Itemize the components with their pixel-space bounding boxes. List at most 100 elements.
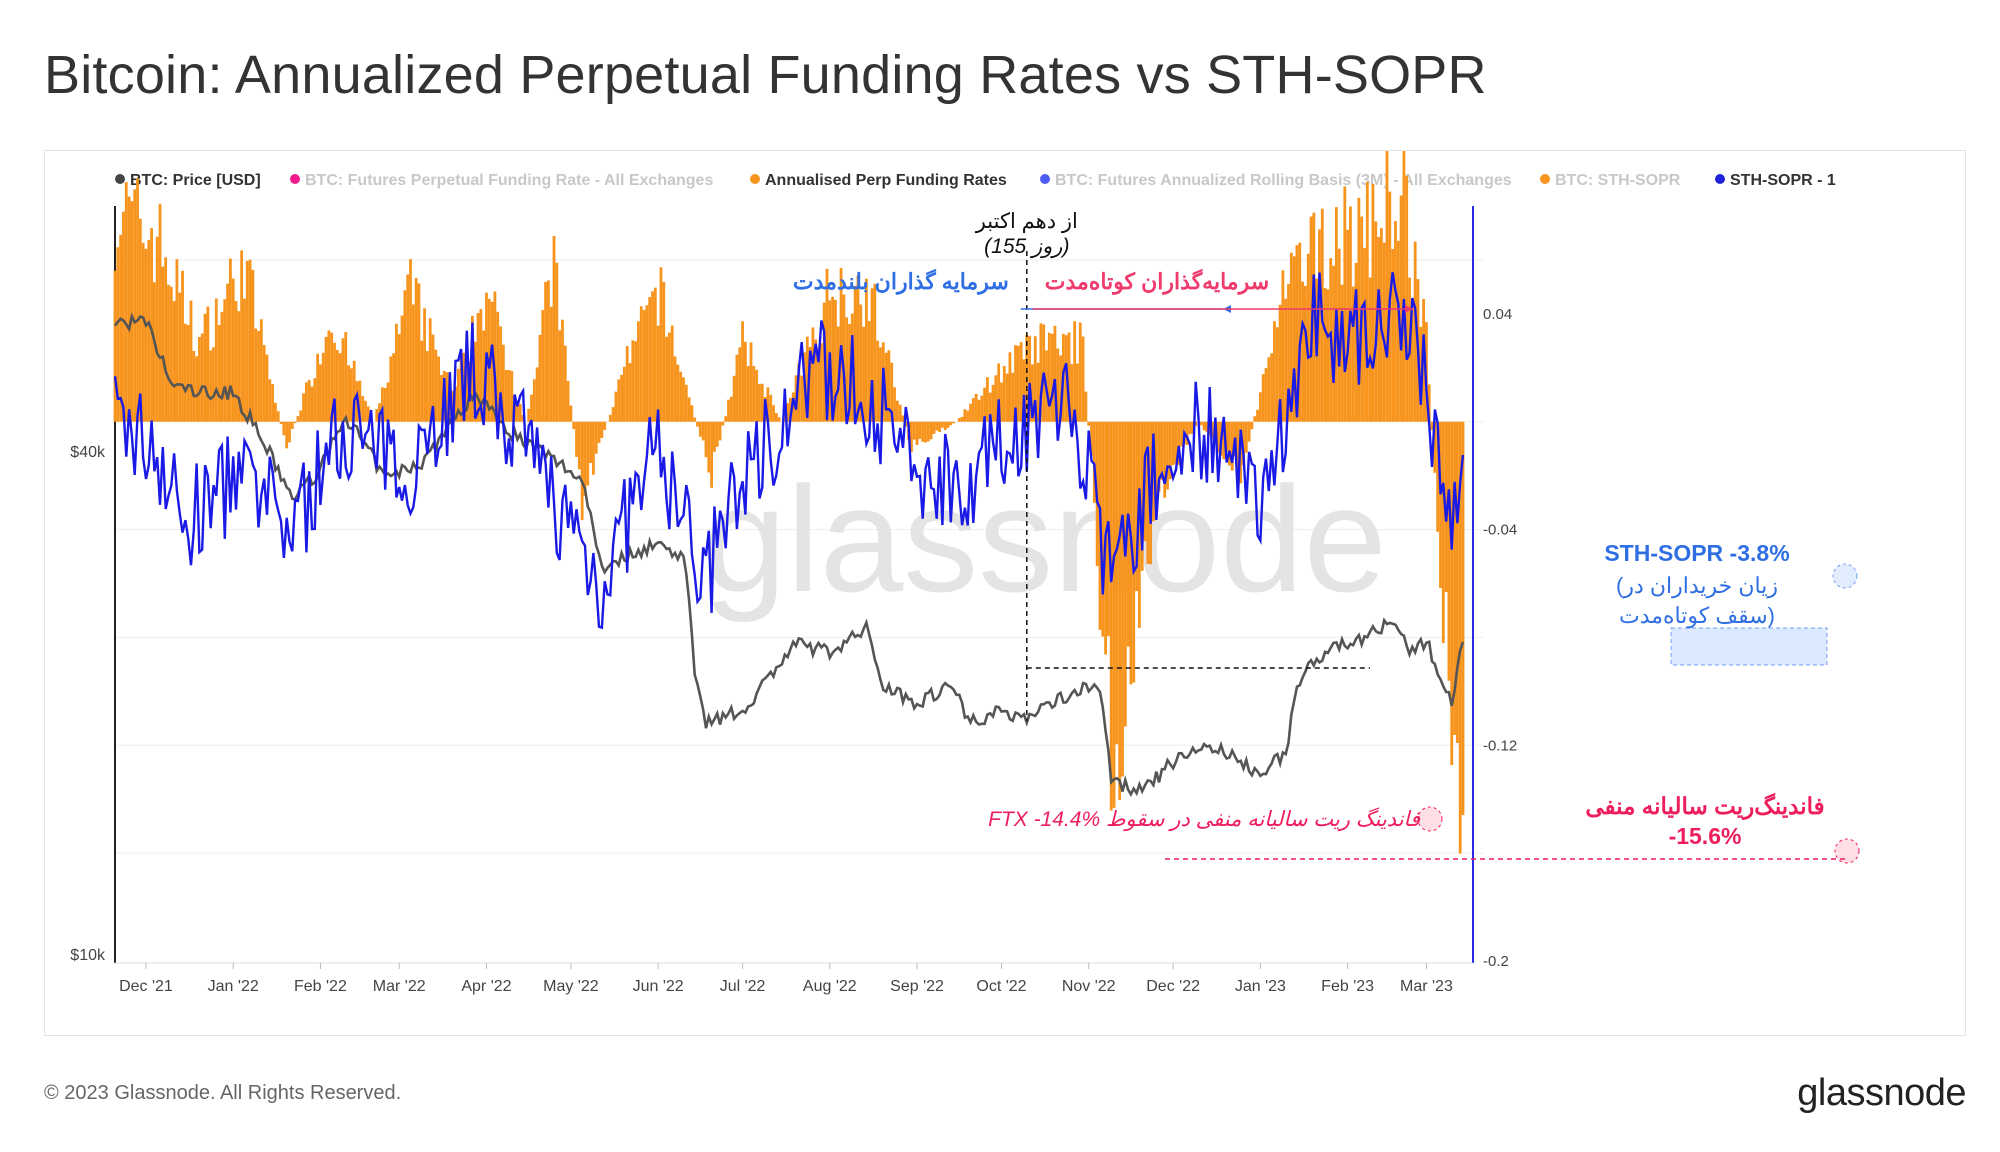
funding-bar — [876, 340, 880, 422]
funding-bar — [254, 328, 258, 422]
funding-bar — [786, 403, 789, 422]
price-line — [113, 312, 1465, 798]
funding-bar — [583, 421, 587, 496]
funding-bar — [642, 310, 646, 422]
x-tick-label: Dec '22 — [1146, 978, 1200, 995]
funding-bar — [825, 268, 829, 422]
funding-bar — [169, 286, 173, 422]
axes: $10k $40k 0.04 -0.04 -0.12 -0.2 Dec '21 Jan '22… — [70, 206, 1517, 995]
funding-bar — [1090, 421, 1093, 456]
funding-bar — [1194, 421, 1198, 426]
funding-bar — [496, 311, 500, 422]
funding-bar — [1337, 248, 1341, 422]
right-tick-label: 0.04 — [1483, 306, 1512, 323]
funding-bar — [1306, 253, 1310, 422]
funding-bar — [1430, 421, 1434, 431]
sth-highlight-box — [1670, 627, 1828, 666]
funding-bar — [949, 421, 953, 426]
funding-bar — [873, 283, 877, 422]
funding-bar — [921, 421, 925, 442]
funding-bar — [814, 339, 818, 422]
funding-bar — [994, 375, 998, 422]
funding-bar — [977, 399, 981, 422]
funding-bar — [1301, 281, 1304, 422]
funding-bar — [746, 366, 750, 422]
funding-bar — [1377, 236, 1380, 422]
funding-bar — [910, 421, 913, 452]
funding-bar — [1385, 143, 1389, 422]
funding-bar — [1247, 421, 1251, 442]
funding-bar — [1101, 421, 1105, 637]
x-tick-label: Nov '22 — [1062, 978, 1116, 995]
funding-bar — [710, 421, 714, 488]
funding-bar — [1323, 288, 1327, 422]
funding-bar — [862, 326, 865, 422]
funding-bar — [552, 235, 556, 422]
funding-bar — [898, 404, 902, 422]
funding-bar — [1016, 345, 1020, 422]
funding-bar — [1014, 345, 1017, 422]
x-tick-label: Jan '23 — [1235, 978, 1286, 995]
funding-bar — [1433, 421, 1437, 473]
funding-bar — [150, 228, 153, 422]
funding-bar — [386, 382, 390, 422]
funding-bar — [127, 196, 131, 422]
chart: BTC: Price [USD] BTC: Futures Perpetual F… — [70, 143, 1860, 995]
funding-bar — [628, 363, 632, 422]
funding-bar — [344, 332, 348, 422]
funding-bar — [186, 325, 190, 422]
funding-bar — [212, 347, 215, 422]
funding-bar — [1455, 421, 1459, 743]
funding-bar — [397, 334, 401, 422]
funding-bar — [259, 319, 263, 422]
funding-bar — [670, 325, 674, 422]
funding-bar — [198, 336, 201, 422]
funding-bar — [516, 400, 519, 422]
left-tick-label: $10k — [70, 947, 106, 964]
funding-bar — [1351, 286, 1355, 422]
funding-bar — [1326, 289, 1330, 422]
x-tick-label: Jan '22 — [208, 978, 259, 995]
x-tick-label: May '22 — [543, 978, 599, 995]
funding-bar — [454, 386, 457, 422]
funding-bar — [1346, 229, 1350, 422]
funding-bar — [1202, 421, 1206, 431]
funding-bar — [234, 301, 238, 422]
funding-bar — [608, 414, 612, 422]
funding-bar — [637, 321, 640, 422]
funding-bar — [600, 421, 604, 439]
funding-bar — [504, 370, 508, 422]
funding-bar — [1132, 421, 1136, 683]
funding-bar — [493, 291, 497, 422]
funding-bar — [755, 369, 759, 422]
right-tick-label: -0.04 — [1483, 522, 1517, 539]
funding-bar — [411, 304, 415, 422]
funding-bar — [997, 363, 1001, 422]
funding-bar — [1253, 416, 1257, 422]
funding-bar — [319, 364, 322, 422]
funding-bar — [200, 333, 204, 422]
funding-bar — [181, 270, 184, 422]
funding-bar — [1146, 421, 1150, 564]
oct10-days-label: (155 روز) — [984, 235, 1069, 259]
legend-label: BTC: STH-SOPR — [1555, 172, 1681, 189]
funding-bar — [819, 343, 823, 422]
funding-bar — [684, 384, 688, 422]
funding-bar — [743, 341, 747, 422]
current-funding-marker — [1834, 838, 1860, 864]
funding-bar — [1033, 336, 1037, 422]
funding-bar — [479, 309, 483, 422]
page-title: Bitcoin: Annualized Perpetual Funding Ra… — [44, 45, 1487, 105]
funding-bar — [960, 416, 964, 422]
funding-bar — [1076, 363, 1079, 422]
funding-bar — [195, 356, 199, 422]
funding-bar — [414, 277, 418, 422]
funding-bar — [282, 421, 286, 436]
funding-bar — [1228, 421, 1231, 466]
funding-bar — [853, 285, 857, 422]
funding-bar — [966, 410, 970, 422]
funding-bar — [656, 325, 660, 422]
funding-bar — [296, 416, 300, 422]
funding-bar — [1191, 421, 1195, 434]
neg-funding-label-1: فاندینگ‌ریت سالیانه منفی — [1585, 792, 1824, 821]
